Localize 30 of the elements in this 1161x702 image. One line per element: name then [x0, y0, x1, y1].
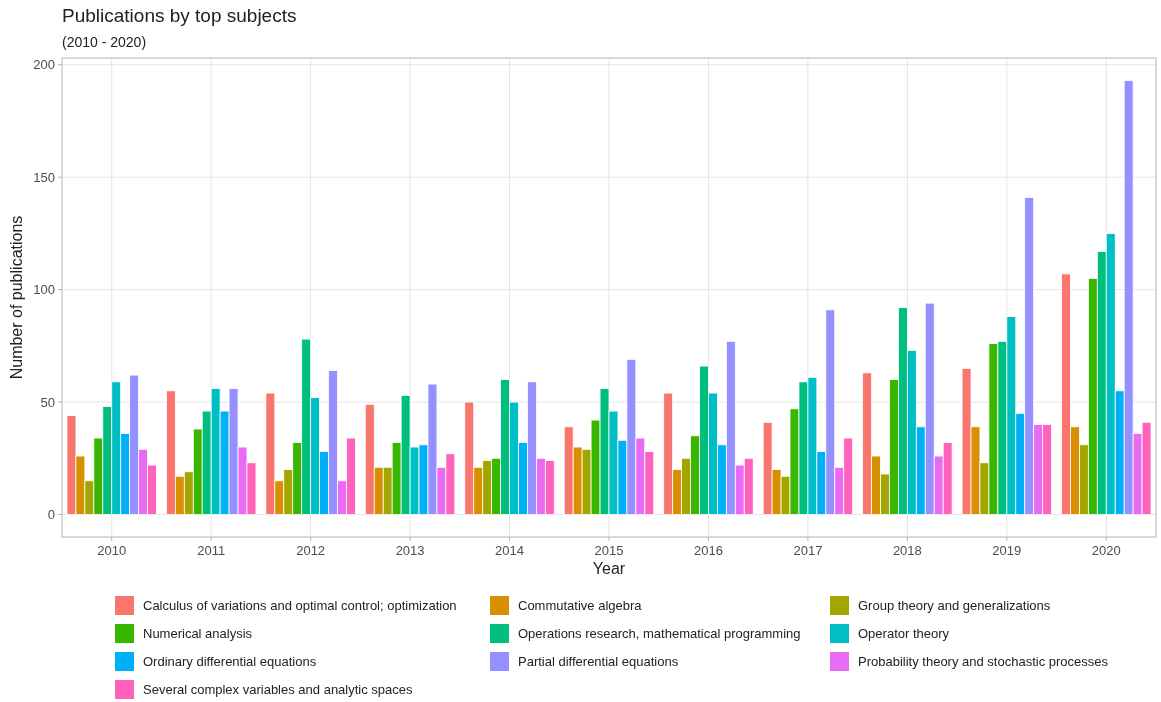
x-tick-label: 2016	[693, 543, 723, 558]
chart-subtitle: (2010 - 2020)	[62, 34, 147, 50]
legend-label: Group theory and generalizations	[858, 598, 1051, 614]
legend-label: Ordinary differential equations	[143, 654, 317, 670]
legend-label: Several complex variables and analytic spaces	[143, 682, 414, 698]
x-axis-title: Year	[592, 560, 626, 577]
legend-label: Operator theory	[858, 626, 950, 642]
x-tick-label: 2011	[197, 543, 226, 558]
legend-label: Calculus of variations and optimal control; optimization	[143, 598, 457, 614]
legend-label: Probability theory and stochastic processes	[858, 654, 1109, 670]
x-tick-label: 2012	[296, 543, 326, 558]
x-tick-label: 2018	[892, 543, 922, 558]
x-tick-label: 2013	[395, 543, 425, 558]
chart-title: Publications by top subjects	[62, 5, 297, 26]
y-tick-label: 0	[47, 507, 55, 523]
legend-label: Numerical analysis	[143, 626, 253, 642]
x-tick-label: 2020	[1091, 543, 1121, 558]
x-tick-label: 2019	[992, 543, 1022, 558]
x-tick-label: 2014	[495, 543, 525, 558]
y-tick-label: 150	[33, 169, 55, 185]
x-tick-label: 2010	[97, 543, 127, 558]
x-tick-label: 2015	[594, 543, 624, 558]
x-tick-label: 2017	[793, 543, 823, 558]
legend-label: Partial differential equations	[518, 654, 679, 670]
y-tick-label: 50	[40, 394, 55, 410]
y-tick-label: 200	[33, 57, 55, 73]
legend-label: Commutative algebra	[518, 598, 643, 614]
y-axis-title: Number of publications	[8, 215, 25, 380]
y-tick-label: 100	[33, 282, 55, 298]
legend-label: Operations research, mathematical programming	[518, 626, 801, 642]
